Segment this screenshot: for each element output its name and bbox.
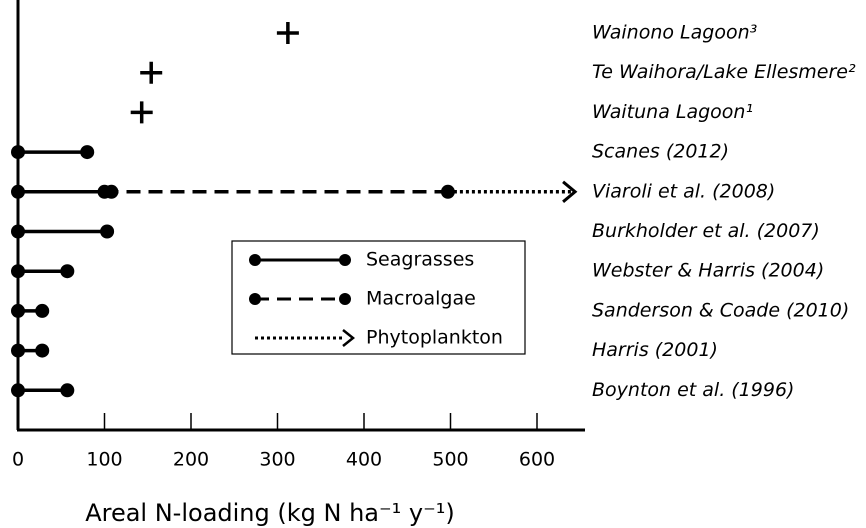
end-dot xyxy=(35,343,50,358)
category-label: Burkholder et al. (2007) xyxy=(592,220,820,242)
start-dot xyxy=(11,224,25,239)
category-label: Wainono Lagoon³ xyxy=(592,22,757,44)
start-dot xyxy=(97,184,112,199)
x-tick-label: 300 xyxy=(259,449,295,471)
x-tick-label: 400 xyxy=(346,449,382,471)
legend-dot xyxy=(339,293,351,305)
end-dot xyxy=(100,224,115,239)
start-dot xyxy=(11,383,25,398)
category-label: Webster & Harris (2004) xyxy=(592,260,824,282)
category-label: Te Waihora/Lake Ellesmere² xyxy=(592,61,856,83)
legend-dot xyxy=(249,293,261,305)
category-label: Harris (2001) xyxy=(592,339,718,361)
end-arrow xyxy=(562,180,578,203)
start-dot xyxy=(11,343,25,358)
category-label: Viaroli et al. (2008) xyxy=(592,180,775,202)
end-dot xyxy=(60,264,75,279)
category-label: Boynton et al. (1996) xyxy=(592,379,794,401)
x-tick-label: 500 xyxy=(432,449,468,471)
x-tick-label: 0 xyxy=(12,449,24,471)
start-dot xyxy=(11,264,25,279)
legend-label: Phytoplankton xyxy=(366,327,503,349)
x-tick-label: 600 xyxy=(519,449,555,471)
legend-label: Seagrasses xyxy=(366,249,474,271)
category-label: Scanes (2012) xyxy=(592,141,729,163)
start-dot xyxy=(11,303,25,318)
x-axis-label: Areal N-loading (kg N ha⁻¹ y⁻¹) xyxy=(85,499,455,527)
plus-marker xyxy=(140,61,163,84)
plus-marker xyxy=(276,22,299,44)
legend-dot xyxy=(249,254,261,266)
category-label: Sanderson & Coade (2010) xyxy=(592,299,849,321)
end-dot xyxy=(80,145,95,160)
legend-dot xyxy=(339,254,351,266)
start-dot xyxy=(11,184,25,199)
start-dot xyxy=(11,145,25,160)
legend-label: Macroalgae xyxy=(366,288,476,310)
x-tick-label: 200 xyxy=(173,449,209,471)
x-tick-label: 100 xyxy=(86,449,122,471)
plus-marker xyxy=(130,101,153,124)
end-dot xyxy=(35,303,50,318)
end-dot xyxy=(60,383,75,398)
legend-arrow xyxy=(342,329,356,347)
category-label: Waituna Lagoon¹ xyxy=(592,101,753,123)
